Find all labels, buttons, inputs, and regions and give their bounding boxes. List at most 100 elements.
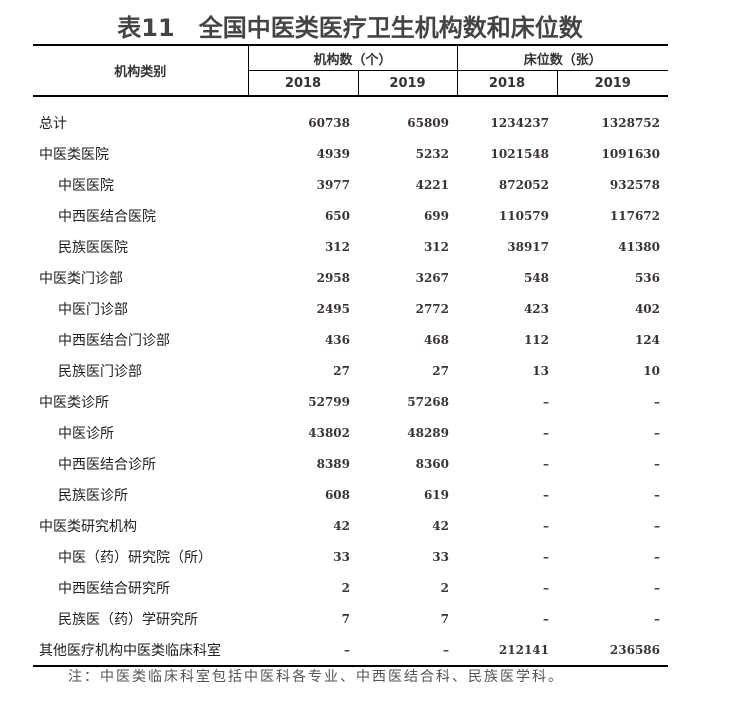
header-year: 2019 [556, 70, 668, 97]
table-row: 中医类诊所 52799 57268 – – [33, 386, 668, 417]
cell-value: 1328752 [601, 115, 660, 130]
table-title: 表11 全国中医类医疗卫生机构数和床位数 [117, 14, 583, 42]
cell-value: 8389 [316, 456, 350, 471]
cell-value: 60738 [308, 115, 350, 130]
table-row: 中医类门诊部 2958 3267 548 536 [33, 262, 668, 293]
cell-value: 52799 [308, 394, 350, 409]
cell-value: 2 [440, 580, 449, 595]
cell-value: 436 [324, 332, 350, 347]
cell-value: – [654, 580, 660, 595]
cell-value: 236586 [557, 634, 668, 667]
cell-value: 212141 [457, 634, 557, 667]
header-beds: 床位数（张） [456, 44, 668, 71]
row-label: 中医类研究机构 [39, 518, 137, 535]
cell-value: 312 [324, 239, 350, 254]
cell-value: 48289 [407, 425, 449, 440]
table-row: 中西医结合医院 650 699 110579 117672 [33, 200, 668, 231]
cell-value: 13 [532, 363, 549, 378]
row-label: 民族医（药）学研究所 [58, 611, 198, 628]
cell-value: 312 [423, 239, 449, 254]
cell-value: 43802 [308, 425, 350, 440]
cell-value: 932578 [609, 177, 660, 192]
cell-value: 124 [634, 332, 660, 347]
cell-value: 4221 [415, 177, 449, 192]
row-label: 中医医院 [58, 177, 114, 194]
table-note: 注：中医类临床科室包括中医科各专业、中西医结合科、民族医学科。 [68, 669, 564, 685]
cell-value: 117672 [609, 208, 660, 223]
cell-value: 2958 [316, 270, 350, 285]
row-label: 中医（药）研究院（所） [58, 549, 212, 566]
cell-value: – [543, 580, 549, 595]
cell-value: 5232 [415, 146, 449, 161]
row-label: 中医类诊所 [39, 394, 109, 411]
row-label: 其他医疗机构中医类临床科室 [33, 634, 248, 667]
cell-value: – [654, 487, 660, 502]
cell-value: – [543, 611, 549, 626]
cell-value: 619 [423, 487, 449, 502]
cell-value: – [543, 518, 549, 533]
cell-value: 1234237 [490, 115, 549, 130]
header-category: 机构类别 [33, 44, 248, 97]
cell-value: 41380 [618, 239, 660, 254]
cell-value: 10 [643, 363, 660, 378]
cell-value: – [654, 549, 660, 564]
cell-value: 110579 [498, 208, 549, 223]
header-institutions: 机构数（个） [247, 44, 457, 71]
cell-value: 2 [341, 580, 350, 595]
cell-value: – [248, 634, 358, 667]
cell-value: 2495 [316, 301, 350, 316]
cell-value: – [654, 611, 660, 626]
cell-value: 1091630 [601, 146, 660, 161]
cell-value: 699 [423, 208, 449, 223]
cell-value: – [358, 634, 457, 667]
table-row: 民族医医院 312 312 38917 41380 [33, 231, 668, 262]
row-label: 中西医结合诊所 [58, 456, 156, 473]
table-row: 中西医结合门诊部 436 468 112 124 [33, 324, 668, 355]
cell-value: – [543, 456, 549, 471]
cell-value: 57268 [407, 394, 449, 409]
cell-value: 2772 [415, 301, 449, 316]
cell-value: 872052 [498, 177, 549, 192]
row-label: 中西医结合门诊部 [58, 332, 170, 349]
cell-value: 65809 [407, 115, 449, 130]
row-label: 中医类门诊部 [39, 270, 123, 287]
cell-value: – [543, 394, 549, 409]
cell-value: 42 [333, 518, 350, 533]
cell-value: 7 [341, 611, 350, 626]
cell-value: 3977 [316, 177, 350, 192]
table-row: 中医（药）研究院（所） 33 33 – – [33, 541, 668, 572]
cell-value: 27 [432, 363, 449, 378]
row-label: 总计 [39, 115, 67, 132]
cell-value: 4939 [316, 146, 350, 161]
row-label: 中西医结合研究所 [58, 580, 170, 597]
data-table: 机构类别 机构数（个） 床位数（张） 2018 2019 2018 2019 总… [33, 44, 668, 667]
cell-value: 650 [324, 208, 350, 223]
table-row: 中医门诊部 2495 2772 423 402 [33, 293, 668, 324]
cell-value: 468 [423, 332, 449, 347]
cell-value: 27 [333, 363, 350, 378]
cell-value: 7 [440, 611, 449, 626]
table-row: 民族医诊所 608 619 – – [33, 479, 668, 510]
table-row: 中医类研究机构 42 42 – – [33, 510, 668, 541]
header-year: 2019 [357, 70, 457, 97]
cell-value: – [654, 425, 660, 440]
table-row: 中医医院 3977 4221 872052 932578 [33, 169, 668, 200]
cell-value: 423 [523, 301, 549, 316]
row-label: 民族医医院 [58, 239, 128, 256]
table-row: 中医类医院 4939 5232 1021548 1091630 [33, 138, 668, 169]
cell-value: 38917 [507, 239, 549, 254]
row-label: 民族医诊所 [58, 487, 128, 504]
cell-value: 33 [333, 549, 350, 564]
row-label: 中医类医院 [39, 146, 109, 163]
cell-value: 42 [432, 518, 449, 533]
header-year: 2018 [247, 70, 358, 97]
row-label: 中医诊所 [58, 425, 114, 442]
cell-value: – [654, 394, 660, 409]
cell-value: – [654, 456, 660, 471]
cell-value: 3267 [415, 270, 449, 285]
cell-value: 1021548 [490, 146, 549, 161]
cell-value: – [543, 487, 549, 502]
row-label: 中医门诊部 [58, 301, 128, 318]
table-row: 总计 60738 65809 1234237 1328752 [33, 96, 668, 138]
cell-value: – [543, 549, 549, 564]
